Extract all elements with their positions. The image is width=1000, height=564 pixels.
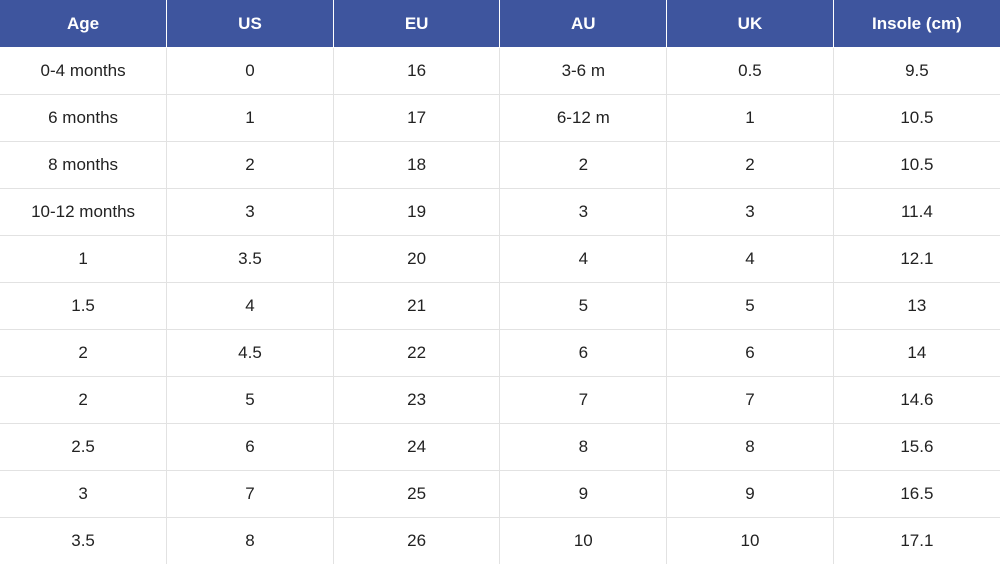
cell-us: 1 [167,95,334,142]
table-row: 3 7 25 9 9 16.5 [0,471,1000,518]
cell-au: 4 [500,236,667,283]
cell-insole: 15.6 [833,424,1000,471]
cell-au: 2 [500,142,667,189]
cell-age: 3.5 [0,518,167,564]
cell-age: 2 [0,377,167,424]
cell-eu: 26 [333,518,500,564]
cell-uk: 8 [667,424,834,471]
cell-au: 10 [500,518,667,564]
header-au: AU [500,0,667,48]
cell-uk: 4 [667,236,834,283]
cell-uk: 2 [667,142,834,189]
table-row: 2 4.5 22 6 6 14 [0,330,1000,377]
cell-au: 6-12 m [500,95,667,142]
cell-uk: 1 [667,95,834,142]
cell-insole: 17.1 [833,518,1000,564]
header-uk: UK [667,0,834,48]
table-row: 2.5 6 24 8 8 15.6 [0,424,1000,471]
cell-us: 5 [167,377,334,424]
cell-eu: 24 [333,424,500,471]
cell-insole: 10.5 [833,142,1000,189]
cell-uk: 7 [667,377,834,424]
cell-age: 8 months [0,142,167,189]
cell-eu: 21 [333,283,500,330]
cell-au: 8 [500,424,667,471]
table-row: 1.5 4 21 5 5 13 [0,283,1000,330]
cell-uk: 6 [667,330,834,377]
cell-age: 1 [0,236,167,283]
cell-insole: 14 [833,330,1000,377]
cell-eu: 19 [333,189,500,236]
cell-us: 8 [167,518,334,564]
cell-us: 3.5 [167,236,334,283]
cell-au: 7 [500,377,667,424]
cell-eu: 23 [333,377,500,424]
cell-us: 0 [167,48,334,95]
cell-us: 4 [167,283,334,330]
cell-uk: 10 [667,518,834,564]
cell-age: 2 [0,330,167,377]
header-us: US [167,0,334,48]
header-insole: Insole (cm) [833,0,1000,48]
table-row: 10-12 months 3 19 3 3 11.4 [0,189,1000,236]
cell-au: 3-6 m [500,48,667,95]
cell-us: 4.5 [167,330,334,377]
cell-age: 3 [0,471,167,518]
cell-age: 10-12 months [0,189,167,236]
cell-insole: 10.5 [833,95,1000,142]
cell-age: 6 months [0,95,167,142]
cell-uk: 0.5 [667,48,834,95]
table-header: Age US EU AU UK Insole (cm) [0,0,1000,48]
table-row: 3.5 8 26 10 10 17.1 [0,518,1000,564]
table-row: 8 months 2 18 2 2 10.5 [0,142,1000,189]
table-row: 6 months 1 17 6-12 m 1 10.5 [0,95,1000,142]
cell-age: 0-4 months [0,48,167,95]
table-row: 0-4 months 0 16 3-6 m 0.5 9.5 [0,48,1000,95]
cell-age: 1.5 [0,283,167,330]
header-age: Age [0,0,167,48]
cell-uk: 9 [667,471,834,518]
cell-eu: 20 [333,236,500,283]
table-body: 0-4 months 0 16 3-6 m 0.5 9.5 6 months 1… [0,48,1000,564]
cell-age: 2.5 [0,424,167,471]
cell-eu: 16 [333,48,500,95]
cell-insole: 9.5 [833,48,1000,95]
cell-insole: 11.4 [833,189,1000,236]
cell-us: 2 [167,142,334,189]
cell-insole: 16.5 [833,471,1000,518]
cell-eu: 25 [333,471,500,518]
cell-us: 6 [167,424,334,471]
cell-us: 7 [167,471,334,518]
table-row: 1 3.5 20 4 4 12.1 [0,236,1000,283]
table-row: 2 5 23 7 7 14.6 [0,377,1000,424]
cell-eu: 17 [333,95,500,142]
cell-au: 6 [500,330,667,377]
cell-uk: 5 [667,283,834,330]
cell-eu: 18 [333,142,500,189]
cell-uk: 3 [667,189,834,236]
cell-insole: 12.1 [833,236,1000,283]
cell-insole: 13 [833,283,1000,330]
cell-au: 9 [500,471,667,518]
cell-insole: 14.6 [833,377,1000,424]
header-row: Age US EU AU UK Insole (cm) [0,0,1000,48]
cell-us: 3 [167,189,334,236]
cell-au: 5 [500,283,667,330]
cell-eu: 22 [333,330,500,377]
cell-au: 3 [500,189,667,236]
header-eu: EU [333,0,500,48]
